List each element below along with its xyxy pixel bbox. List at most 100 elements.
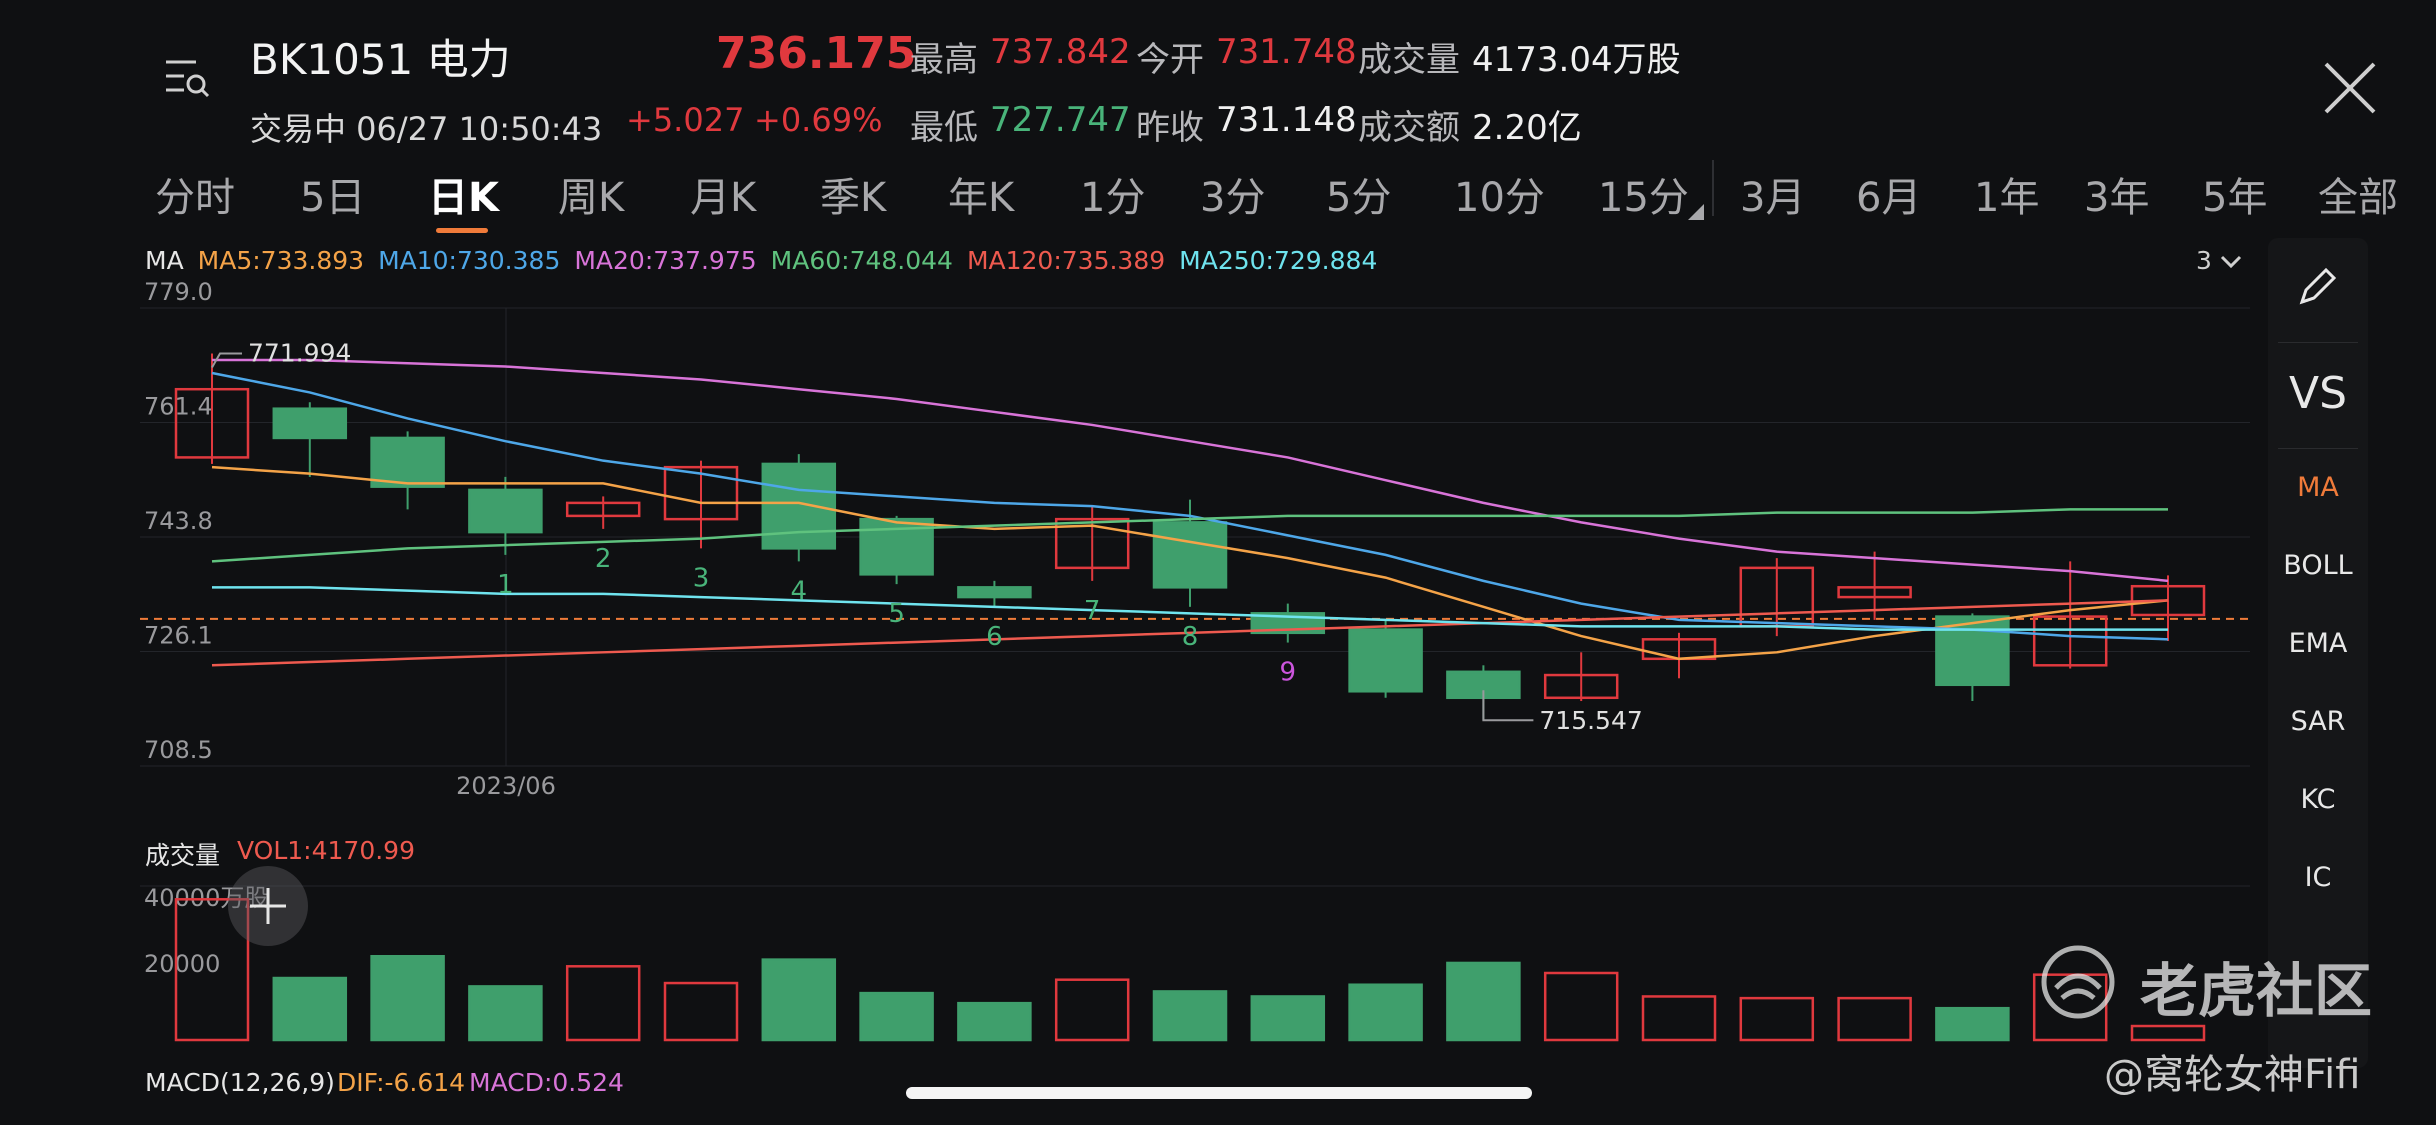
volume-bar	[565, 965, 641, 1042]
volume-bar	[1837, 996, 1912, 1042]
candle-body	[174, 387, 250, 459]
candle-body	[1543, 673, 1619, 700]
candle-body	[1054, 517, 1130, 570]
candle-body	[957, 586, 1032, 599]
tab-3[interactable]: 周K	[558, 175, 625, 221]
amount-label: 成交额	[1358, 108, 1460, 148]
low-annotation: 715.547	[1539, 706, 1642, 735]
ma-title: MA	[145, 246, 184, 275]
close-button[interactable]	[2320, 58, 2380, 118]
tab-10[interactable]: 10分	[1454, 175, 1545, 221]
prev-close-label: 昨收	[1136, 108, 1204, 148]
volume-bar	[2032, 973, 2108, 1042]
candle-body	[1837, 586, 1912, 599]
sequence-label: 1	[497, 570, 514, 600]
tab-1[interactable]: 5日	[300, 175, 366, 221]
ma-line-ma10	[211, 371, 2169, 641]
volume-bar	[1054, 978, 1130, 1042]
watermark-author: @窝轮女神Fifi	[2104, 1052, 2361, 1098]
indicator-kc[interactable]: KC	[2300, 784, 2336, 815]
watermark-brand: 老虎社区	[2140, 957, 2373, 1025]
y-tick-label: 761.4	[144, 393, 213, 421]
tab-13[interactable]: 6月	[1856, 175, 1922, 221]
tab-4[interactable]: 月K	[690, 175, 757, 221]
low-label: 最低	[910, 108, 978, 148]
trading-status: 交易中 06/27 10:50:43	[250, 110, 603, 148]
volume-bar	[468, 985, 543, 1042]
volume-title: 成交量	[145, 841, 221, 870]
low-value: 727.747	[990, 100, 1131, 140]
crosshair-icon	[250, 888, 286, 924]
volume-bar	[174, 898, 250, 1042]
volume-tick-label: 20000	[144, 950, 220, 978]
open-value: 731.748	[1216, 32, 1357, 72]
ma-line-ma250	[212, 586, 2168, 631]
ma-line-ma5	[211, 465, 2169, 661]
indicator-ma[interactable]: MA	[2297, 472, 2339, 503]
tab-6[interactable]: 年K	[948, 175, 1015, 221]
volume-bar	[957, 1001, 1032, 1042]
indicator-sar[interactable]: SAR	[2290, 706, 2346, 737]
ma-count-dropdown[interactable]: 3	[2196, 246, 2242, 275]
tiger-logo-icon	[2041, 945, 2115, 1019]
tab-16[interactable]: 5年	[2202, 175, 2268, 221]
tab-2[interactable]: 日K	[428, 175, 499, 221]
tab-8[interactable]: 3分	[1200, 175, 1266, 221]
y-tick-label: 708.5	[144, 736, 213, 764]
volume-bar	[1935, 1006, 2010, 1042]
volume-bar	[1152, 990, 1228, 1042]
volume-bar	[1250, 995, 1326, 1042]
tab-9[interactable]: 5分	[1326, 175, 1392, 221]
tab-15[interactable]: 3年	[2084, 175, 2150, 221]
indicator-boll[interactable]: BOLL	[2283, 550, 2353, 581]
tab-divider	[1712, 160, 1714, 216]
macd-value: MACD:0.524	[469, 1068, 624, 1097]
volume-bar	[1543, 971, 1619, 1042]
prev-close-value: 731.148	[1216, 100, 1357, 140]
ma-legend-item: MA20:737.975	[574, 246, 757, 275]
ma-legend-item: MA60:748.044	[770, 246, 953, 275]
volume-bar	[1641, 995, 1717, 1042]
pencil-icon	[2299, 267, 2337, 305]
ma-line-ma20	[212, 358, 2169, 583]
y-tick-label: 743.8	[144, 507, 213, 535]
change-abs: +5.027	[626, 101, 745, 139]
stock-title: BK1051 电力	[250, 35, 511, 84]
ma-line-ma60	[211, 508, 2168, 563]
ma-legend: MA MA5:733.893 MA10:730.385 MA20:737.975 MA6…	[145, 246, 1405, 275]
macd-title: MACD(12,26,9)	[145, 1068, 335, 1097]
menu-button[interactable]	[160, 52, 212, 104]
home-indicator[interactable]	[906, 1087, 1532, 1099]
candlestick-chart[interactable]: 779.0 761.4 743.8 726.1 708.5 2023/06 1 2 3 4 5 6 7 8…	[140, 280, 2250, 800]
candle-body	[1348, 628, 1423, 693]
tab-0[interactable]: 分时	[155, 175, 235, 221]
open-label: 今开	[1136, 40, 1204, 80]
tab-5[interactable]: 季K	[820, 175, 887, 221]
tab-12[interactable]: 3月	[1740, 175, 1806, 221]
sequence-label: 7	[1084, 596, 1101, 626]
draw-tool-button[interactable]	[2268, 262, 2368, 317]
tab-14[interactable]: 1年	[1974, 175, 2040, 221]
indicator-side-panel: VS MA BOLL EMA SAR KC IC	[2268, 238, 2368, 1068]
indicator-ic[interactable]: IC	[2304, 862, 2332, 893]
chevron-down-icon	[2220, 255, 2241, 269]
crosshair-button[interactable]	[228, 866, 308, 946]
volume-label: 成交量	[1358, 40, 1460, 80]
candle-body	[272, 407, 348, 440]
candle-body	[565, 501, 641, 518]
volume-value: 4173.04万股	[1472, 40, 1681, 80]
ma-legend-item: MA250:729.884	[1179, 246, 1378, 275]
candle-body	[370, 436, 445, 488]
ma-legend-item: MA5:733.893	[197, 246, 365, 275]
compare-button[interactable]: VS	[2288, 368, 2348, 419]
volume-bar	[1739, 996, 1815, 1042]
tab-7[interactable]: 1分	[1080, 175, 1146, 221]
sequence-label: 3	[693, 563, 710, 593]
x-axis-label: 2023/06	[456, 772, 556, 800]
tab-17[interactable]: 全部	[2318, 175, 2398, 221]
y-tick-label: 726.1	[144, 622, 213, 650]
tab-11[interactable]: 15分	[1598, 175, 1689, 221]
indicator-ema[interactable]: EMA	[2288, 628, 2348, 659]
volume-bar	[859, 991, 934, 1042]
